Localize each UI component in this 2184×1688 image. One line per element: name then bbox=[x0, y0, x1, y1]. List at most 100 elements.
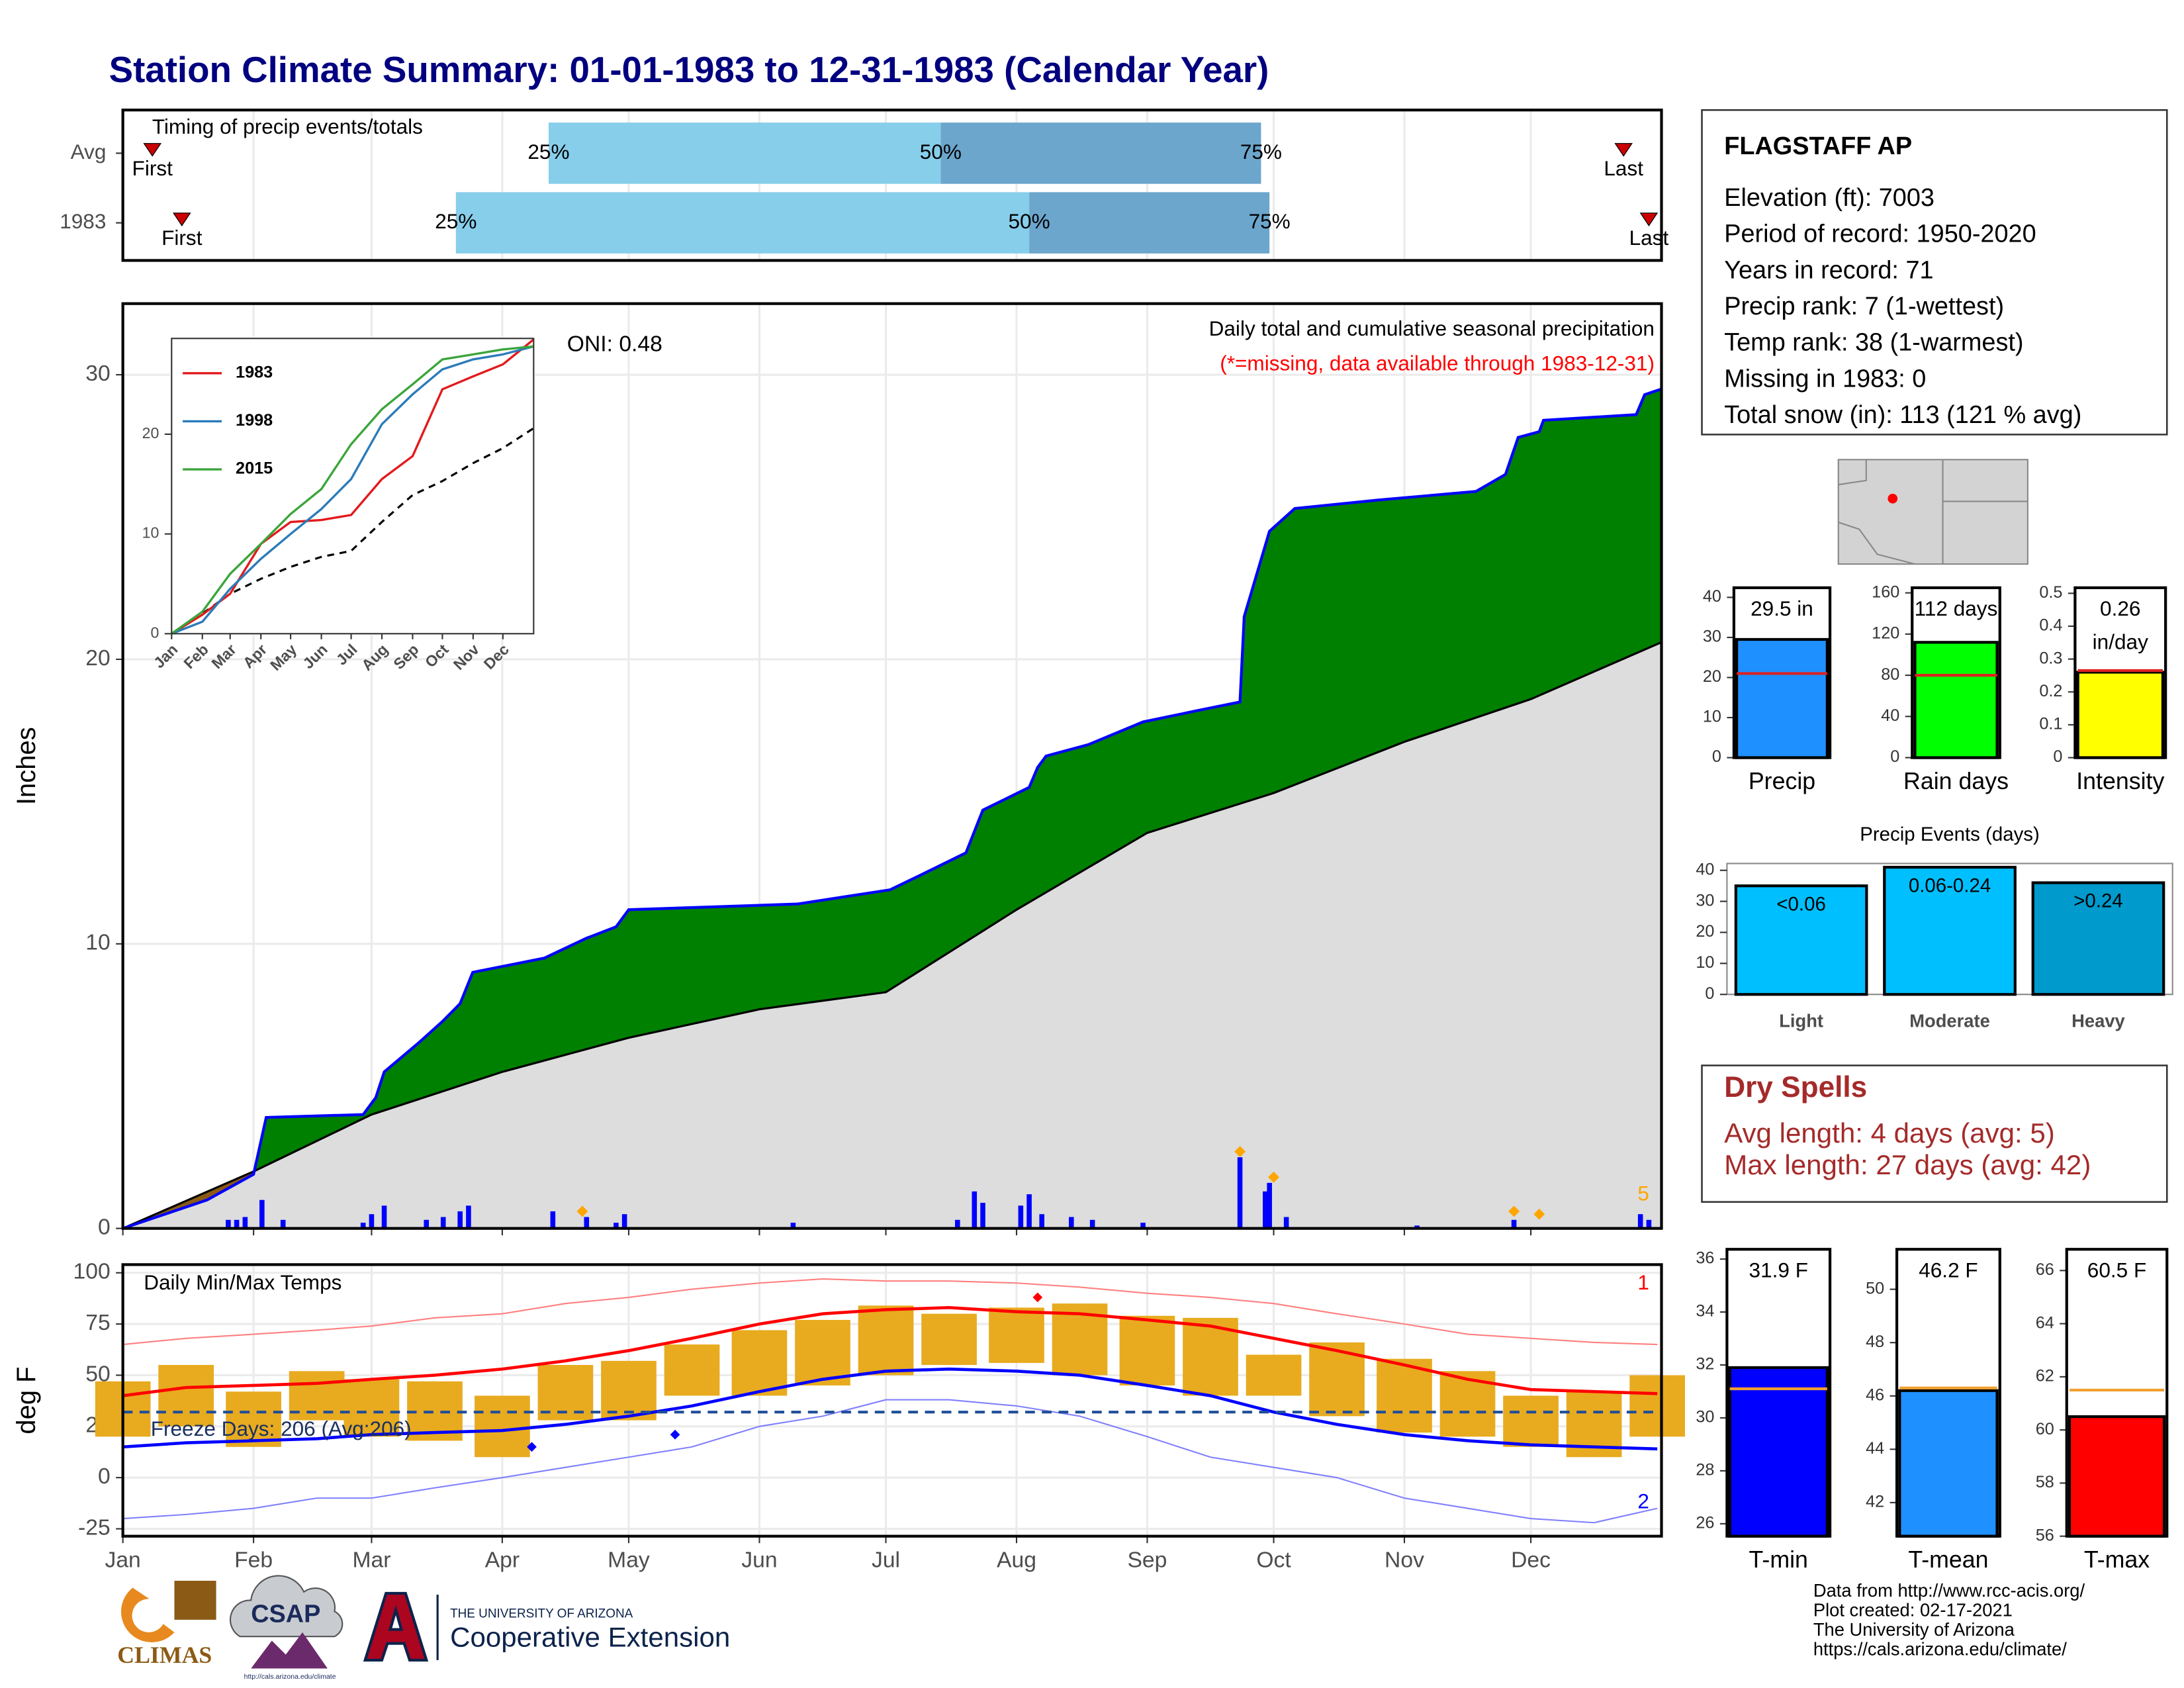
temp-range-bar bbox=[1629, 1375, 1685, 1437]
row-label: Avg bbox=[71, 140, 107, 164]
y-tick-label: 10 bbox=[142, 524, 159, 541]
daily-bar bbox=[955, 1219, 960, 1229]
y-tick-label: 30 bbox=[1696, 891, 1714, 910]
daily-bar bbox=[1140, 1223, 1146, 1229]
station-line: Missing in 1983: 0 bbox=[1724, 365, 1926, 393]
plot-frame bbox=[121, 109, 1663, 262]
footer: Data from http://www.rcc-acis.org/ Plot … bbox=[1813, 1580, 2085, 1659]
temp-range-bar bbox=[1246, 1354, 1302, 1396]
series-line bbox=[171, 345, 534, 635]
daily-bar bbox=[226, 1219, 231, 1229]
daily-bar bbox=[1414, 1225, 1420, 1229]
y-tick-label: 26 bbox=[1696, 1514, 1714, 1532]
oni-annotation: ONI: 0.48 bbox=[567, 332, 662, 357]
csap-cloud bbox=[229, 1575, 343, 1638]
station-box: FLAGSTAFF AP Elevation (ft): 7003 Period… bbox=[1701, 109, 2168, 436]
daily-bar bbox=[466, 1205, 471, 1229]
timing-bar bbox=[1029, 192, 1270, 254]
average-line bbox=[122, 641, 1662, 1230]
y-tick-label: 0 bbox=[1890, 747, 1899, 766]
daily-bar bbox=[259, 1199, 265, 1229]
y-tick-label: 36 bbox=[1696, 1249, 1714, 1268]
x-tick-label: Nov bbox=[1385, 1548, 1424, 1572]
record-max-line bbox=[122, 1278, 1658, 1346]
station-frame bbox=[1701, 109, 2168, 436]
temp-range-bar bbox=[731, 1330, 788, 1396]
map-border bbox=[1838, 521, 1915, 565]
daily-bar bbox=[1068, 1217, 1074, 1229]
daily-bar bbox=[1018, 1205, 1024, 1229]
y-tick-label: 100 bbox=[73, 1260, 111, 1284]
timing-bar bbox=[548, 122, 941, 184]
inset-background bbox=[170, 337, 535, 635]
plot-frame bbox=[1895, 1248, 2001, 1538]
category-label: T-mean bbox=[1908, 1546, 1988, 1573]
dry-spells-line: Avg length: 4 days (avg: 5) bbox=[1724, 1117, 2055, 1149]
y-tick-label: 0.2 bbox=[2039, 682, 2062, 700]
gauge-bar bbox=[1735, 637, 1829, 759]
value-label-box: 29.5 in bbox=[1751, 598, 1813, 622]
location-map bbox=[1837, 459, 2028, 565]
gauge-bar bbox=[2076, 671, 2165, 759]
series-line bbox=[171, 338, 535, 635]
y-tick-label: 56 bbox=[2036, 1526, 2054, 1544]
daily-bar bbox=[280, 1219, 286, 1229]
observed-line bbox=[122, 387, 1662, 1230]
x-tick-label: Jul bbox=[872, 1548, 900, 1572]
temp-range-bar bbox=[158, 1365, 214, 1427]
y-tick-label: 50 bbox=[1866, 1279, 1884, 1297]
y-tick-label: 46 bbox=[1866, 1385, 1884, 1404]
row-label: 1983 bbox=[60, 209, 106, 233]
y-tick-label: 40 bbox=[1881, 706, 1899, 725]
record-marker bbox=[1508, 1205, 1520, 1217]
y-tick-label: 10 bbox=[85, 931, 110, 955]
event-label: 75% bbox=[1240, 140, 1282, 164]
csap-url: http://cals.arizona.edu/climate bbox=[244, 1673, 336, 1681]
x-tick-label: Apr bbox=[485, 1548, 520, 1572]
x-tick-label: Jun bbox=[741, 1548, 777, 1572]
event-label: 25% bbox=[435, 209, 477, 233]
daily-bar bbox=[790, 1223, 796, 1229]
x-tick-label: Feb bbox=[234, 1548, 273, 1572]
value-label-box: 0.26 in/day bbox=[2092, 597, 2148, 655]
footer-line: Plot created: 02-17-2021 bbox=[1813, 1600, 2013, 1620]
y-tick-label: 44 bbox=[1866, 1439, 1884, 1458]
gauge-bar bbox=[2068, 1415, 2166, 1538]
temp-range-bar bbox=[795, 1319, 850, 1385]
csap-logo-text: CSAP bbox=[251, 1601, 320, 1628]
y-tick-label: 0 bbox=[98, 1464, 111, 1489]
bar bbox=[1883, 865, 2017, 996]
value-label: 60.5 F bbox=[2087, 1258, 2147, 1283]
daily-bar bbox=[242, 1217, 248, 1229]
daily-bar bbox=[550, 1211, 556, 1229]
station-line: Period of record: 1950-2020 bbox=[1724, 220, 2036, 248]
category-label: T-min bbox=[1749, 1546, 1808, 1573]
x-tick-label: Oct bbox=[1256, 1548, 1291, 1572]
x-tick-label: Sep bbox=[1127, 1548, 1167, 1572]
plot-frame bbox=[1725, 1248, 1832, 1538]
y-tick-label: 0.1 bbox=[2039, 715, 2062, 733]
record-min-line bbox=[122, 1399, 1658, 1524]
ua-small-text: THE UNIVERSITY OF ARIZONA bbox=[450, 1607, 633, 1620]
panel-title: Timing of precip events/totals bbox=[152, 115, 423, 138]
value-label: 46.2 F bbox=[1919, 1258, 1978, 1283]
y-tick-label: 20 bbox=[85, 646, 110, 671]
temp-range-bar bbox=[1119, 1315, 1175, 1385]
event-marker bbox=[1639, 212, 1659, 226]
dry-spells-box: Dry Spells Avg length: 4 days (avg: 5) M… bbox=[1701, 1064, 2168, 1203]
y-tick-label: 20 bbox=[142, 424, 159, 442]
y-tick-label: 66 bbox=[2036, 1260, 2054, 1279]
x-tick-label: Dec bbox=[1511, 1548, 1551, 1572]
dry-spells-frame bbox=[1701, 1064, 2168, 1203]
daily-bar bbox=[457, 1211, 463, 1229]
event-label: First bbox=[161, 226, 203, 250]
y-tick-label: 40 bbox=[1696, 860, 1714, 878]
map-region bbox=[1837, 459, 2028, 565]
y-tick-label: 160 bbox=[1872, 583, 1899, 601]
value-label: 0.26 in/day bbox=[2092, 597, 2148, 655]
x-tick-label: Moderate bbox=[1909, 1011, 1990, 1031]
daily-bar bbox=[369, 1214, 375, 1229]
value-label: 112 days bbox=[1914, 597, 1998, 622]
event-label: 75% bbox=[1249, 209, 1291, 233]
dry-spells-title: Dry Spells bbox=[1724, 1071, 1867, 1103]
